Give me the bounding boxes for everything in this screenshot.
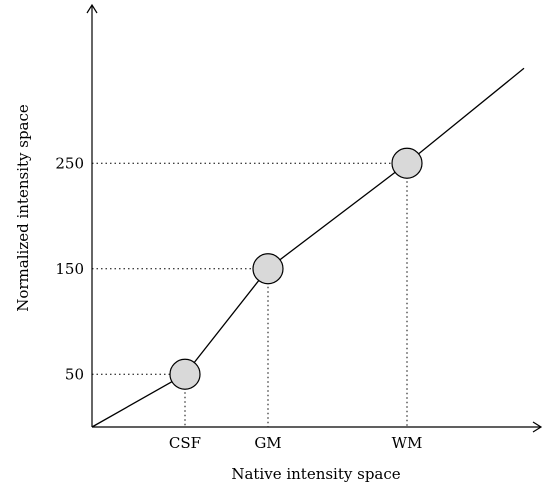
- y-tick-250: 250: [55, 154, 84, 172]
- marker-wm: [391, 147, 423, 179]
- x-tick-csf: CSF: [169, 434, 201, 452]
- x-axis-label: Native intensity space: [231, 465, 400, 483]
- x-tick-wm: WM: [392, 434, 423, 452]
- y-axis-label: Normalized intensity space: [14, 104, 32, 312]
- y-axis-arrow: [86, 3, 98, 14]
- series-line: [91, 67, 525, 428]
- x-tick-labels: CSF GM WM: [169, 434, 422, 452]
- guide-lines: [92, 162, 408, 427]
- marker-csf: [169, 358, 201, 390]
- x-axis-arrow: [532, 421, 543, 433]
- y-tick-150: 150: [55, 260, 84, 278]
- x-tick-gm: GM: [254, 434, 281, 452]
- y-tick-labels: 50 150 250: [55, 154, 84, 383]
- axes: [86, 3, 543, 433]
- marker-gm: [252, 253, 284, 285]
- markers: [169, 147, 423, 390]
- y-tick-50: 50: [65, 365, 84, 383]
